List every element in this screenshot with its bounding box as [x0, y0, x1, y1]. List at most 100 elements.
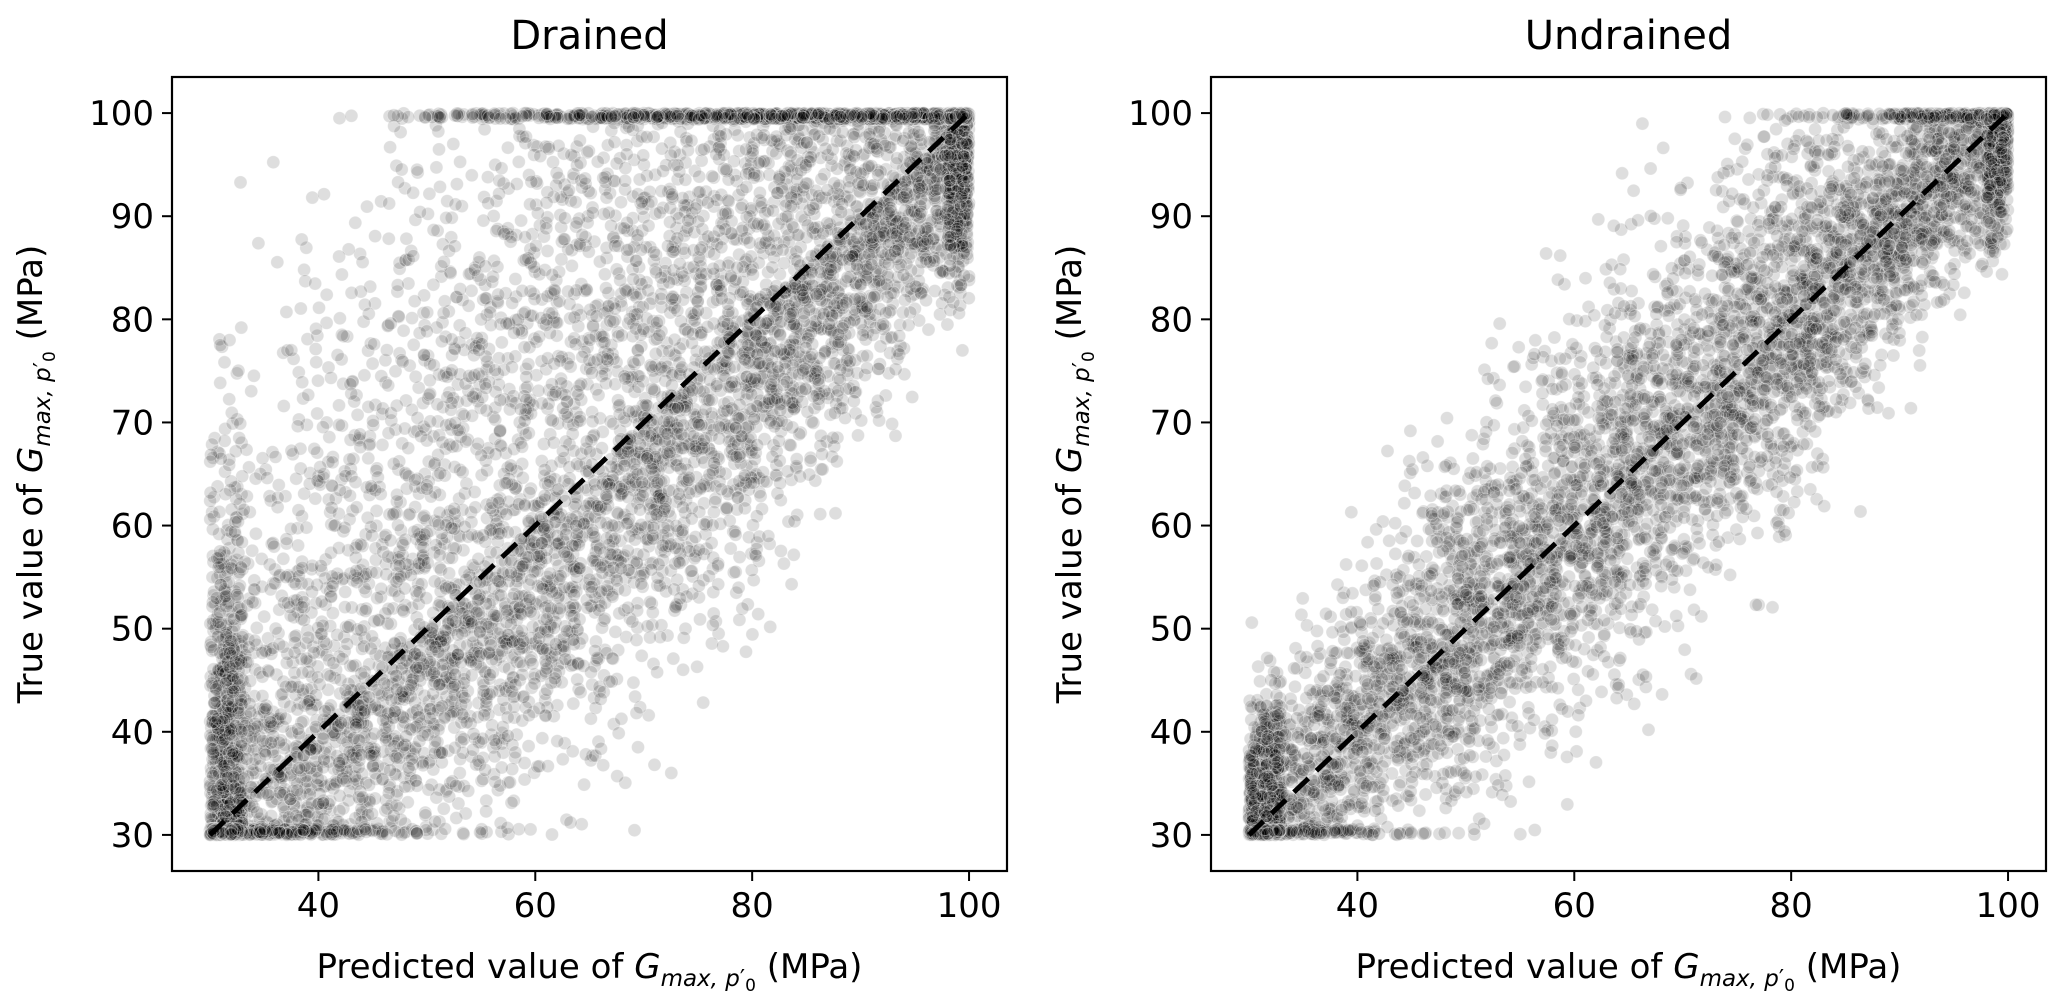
data-point	[888, 362, 903, 377]
data-point	[872, 413, 886, 428]
data-point	[744, 249, 758, 264]
data-point	[220, 824, 235, 839]
data-point	[871, 361, 886, 376]
data-point	[523, 256, 538, 271]
data-point	[646, 314, 661, 329]
data-point	[247, 583, 262, 597]
data-point	[246, 368, 261, 383]
data-point	[447, 501, 462, 516]
data-point	[570, 672, 585, 687]
data-point	[396, 106, 411, 121]
data-point	[932, 149, 947, 164]
data-point	[293, 301, 308, 316]
data-point	[775, 184, 790, 199]
data-point	[770, 236, 785, 251]
data-point	[593, 254, 607, 269]
data-point	[779, 221, 794, 236]
data-point	[736, 220, 750, 235]
data-point	[907, 112, 922, 126]
data-point	[921, 108, 935, 122]
data-point	[946, 139, 960, 153]
data-point	[383, 617, 398, 631]
data-point	[516, 129, 530, 144]
data-point	[793, 357, 808, 372]
data-point	[666, 651, 681, 666]
data-point	[292, 562, 307, 577]
data-point	[401, 441, 416, 456]
data-point	[221, 725, 236, 740]
data-point	[552, 108, 567, 123]
data-point	[455, 109, 470, 124]
data-point	[646, 657, 661, 671]
data-point	[391, 175, 406, 190]
data-point	[232, 431, 247, 445]
data-point	[498, 446, 513, 461]
data-point	[407, 294, 422, 309]
data-point	[754, 370, 769, 385]
data-point	[381, 378, 396, 393]
data-point	[582, 332, 597, 347]
data-point	[294, 232, 309, 247]
data-point	[463, 266, 478, 281]
data-point	[555, 656, 570, 670]
data-point	[818, 191, 833, 205]
data-point	[888, 110, 902, 125]
data-point	[868, 275, 883, 290]
data-point	[420, 305, 435, 320]
data-point	[300, 682, 315, 697]
data-point	[497, 659, 511, 674]
data-point	[692, 542, 707, 557]
data-point	[519, 370, 534, 384]
data-point	[959, 171, 974, 186]
data-point	[248, 526, 263, 541]
data-point	[718, 204, 733, 219]
data-point	[580, 377, 595, 392]
data-point	[454, 607, 469, 622]
data-point	[540, 244, 555, 258]
data-point	[735, 601, 750, 616]
data-point	[697, 142, 711, 157]
data-point	[652, 362, 667, 377]
data-point	[949, 168, 964, 183]
data-point	[257, 609, 272, 624]
data-point	[324, 370, 338, 385]
data-point	[770, 108, 785, 122]
data-point	[812, 109, 826, 124]
data-point	[458, 326, 473, 341]
data-point	[332, 398, 346, 413]
data-point	[507, 606, 522, 621]
data-point	[709, 107, 724, 122]
data-point	[226, 651, 241, 665]
data-point	[394, 656, 409, 671]
data-point	[338, 485, 353, 500]
data-point	[231, 566, 245, 581]
data-point	[945, 109, 959, 124]
data-point	[504, 795, 519, 810]
data-point	[606, 717, 621, 731]
data-point	[569, 405, 584, 420]
data-point	[529, 368, 544, 383]
data-point	[595, 335, 610, 350]
data-point	[793, 288, 808, 303]
data-point	[297, 262, 312, 277]
data-point	[436, 801, 451, 816]
data-point	[480, 170, 495, 185]
data-point	[655, 564, 670, 579]
data-point	[786, 396, 800, 411]
data-point	[720, 424, 735, 439]
data-point	[572, 534, 587, 549]
data-point	[233, 697, 248, 712]
data-point	[382, 780, 396, 795]
data-point	[798, 381, 813, 396]
data-point	[391, 825, 406, 839]
data-point	[614, 195, 628, 210]
data-point	[728, 527, 743, 542]
data-point	[350, 407, 365, 422]
data-point	[771, 106, 785, 121]
data-point	[625, 373, 639, 388]
data-point	[216, 705, 231, 719]
data-point	[643, 556, 658, 571]
data-point	[244, 384, 259, 399]
data-point	[506, 106, 520, 120]
data-point	[361, 399, 376, 414]
